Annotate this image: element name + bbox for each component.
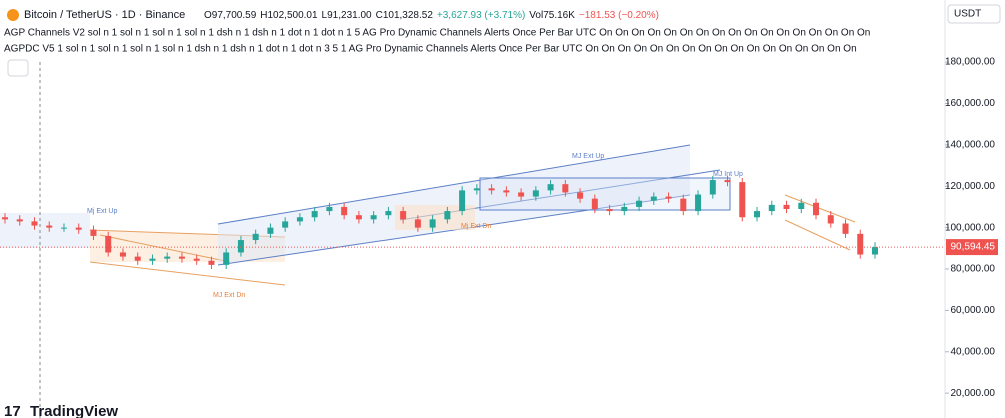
logo: TradingView: [30, 403, 118, 418]
candle-body: [577, 192, 584, 199]
y-tick-label: 100,000.00: [945, 222, 995, 233]
candle-body: [518, 192, 525, 197]
symbol: Bitcoin / TetherUS · 1D · Binance: [24, 9, 185, 21]
logo-mark: 17: [4, 403, 21, 418]
candle-body: [680, 198, 687, 212]
candle-body: [857, 233, 864, 255]
candle-body: [355, 215, 362, 220]
annotation: Mj Ext Up: [87, 208, 117, 215]
ohlc-field: +3,627.93 (+3.71%): [437, 10, 525, 21]
candle-body: [444, 211, 451, 220]
candle-body: [414, 219, 421, 228]
candle-body: [16, 219, 23, 222]
candle-body: [827, 215, 834, 224]
candle-body: [591, 198, 598, 209]
candle-body: [606, 209, 613, 212]
candle-body: [636, 200, 643, 207]
candle-body: [296, 217, 303, 222]
ohlc-field: Vol75.16K: [529, 10, 575, 21]
y-tick-label: 180,000.00: [945, 57, 995, 68]
y-tick-label: 140,000.00: [945, 139, 995, 150]
currency: USDT: [954, 9, 981, 20]
ohlc-field: H102,500.01: [260, 10, 318, 21]
candle-body: [75, 227, 82, 230]
candle-body: [2, 217, 8, 220]
candle-body: [562, 184, 569, 193]
candle-body: [341, 206, 348, 216]
ohlc-field: C101,328.52: [376, 10, 434, 21]
annotation: MJ Int Up: [713, 171, 743, 178]
current-price-label: 90,594.45: [951, 242, 996, 253]
candle-body: [783, 204, 790, 209]
candle-body: [532, 190, 539, 197]
candle-body: [665, 196, 672, 199]
candle-body: [149, 258, 156, 261]
candle-body: [267, 227, 274, 234]
channel-drawings: [0, 62, 856, 418]
annotation: Mj Ext Dn: [461, 223, 491, 230]
candle-body: [31, 221, 38, 226]
ohlc-row: O97,700.59 H102,500.01 L91,231.00 C101,328.…: [204, 10, 659, 21]
candle-body: [311, 211, 318, 218]
candle-body: [473, 188, 480, 191]
indicator: AGPDC V5 1 sol n 1 sol n 1 sol n 1 sol n…: [4, 44, 857, 55]
candle-body: [282, 221, 289, 228]
candle-body: [400, 211, 407, 220]
candle-body: [208, 260, 215, 265]
candle-body: [119, 252, 126, 257]
candle-body: [459, 190, 466, 212]
y-tick-label: 80,000.00: [951, 264, 996, 275]
candle-body: [547, 184, 554, 191]
candle-body: [193, 258, 200, 261]
candle-body: [768, 204, 775, 212]
candle-body: [370, 215, 377, 220]
candle-body: [429, 219, 436, 228]
candle-body: [46, 225, 53, 228]
annotation: MJ Ext Up: [572, 153, 604, 160]
candle-body: [842, 223, 849, 234]
collapse-button[interactable]: [7, 59, 29, 77]
candle-body: [164, 256, 171, 259]
annotation: MJ Ext Dn: [213, 292, 245, 299]
candle-body: [60, 227, 67, 229]
candle-body: [223, 252, 230, 265]
candle-body: [178, 256, 185, 259]
y-tick-label: 40,000.00: [951, 346, 996, 357]
ohlc-field: −181.53 (−0.20%): [579, 10, 659, 21]
candle-body: [105, 235, 112, 253]
candle-body: [872, 247, 878, 255]
candle-body: [724, 180, 731, 183]
candle-body: [650, 196, 657, 201]
y-tick-label: 20,000.00: [951, 388, 996, 399]
candle-body: [739, 182, 746, 218]
y-tick-label: 60,000.00: [951, 305, 996, 316]
ohlc-values: O97,700.59 H102,500.01 L91,231.00 C101,328.…: [204, 10, 659, 21]
candle-body: [695, 194, 702, 212]
candle-body: [754, 211, 761, 218]
candle-body: [134, 256, 141, 261]
candle-body: [90, 229, 97, 236]
candle-body: [709, 180, 716, 195]
candle-body: [385, 211, 392, 216]
candle-body: [488, 188, 495, 191]
candle-body: [326, 206, 333, 212]
ohlc-field: O97,700.59: [204, 10, 257, 21]
candle-body: [813, 202, 820, 216]
btc-icon: [7, 9, 19, 21]
candle-body: [252, 233, 259, 241]
y-tick-label: 160,000.00: [945, 98, 995, 109]
candle-body: [503, 190, 510, 193]
current-price-tag: [946, 239, 998, 256]
candle-body: [237, 240, 244, 253]
y-tick-label: 120,000.00: [945, 181, 995, 192]
indicator: AGP Channels V2 sol n 1 sol n 1 sol n 1 …: [4, 28, 870, 39]
candle-body: [798, 202, 805, 209]
ohlc-field: L91,231.00: [322, 10, 372, 21]
candle-body: [621, 206, 628, 212]
currency-button[interactable]: [947, 4, 1001, 24]
